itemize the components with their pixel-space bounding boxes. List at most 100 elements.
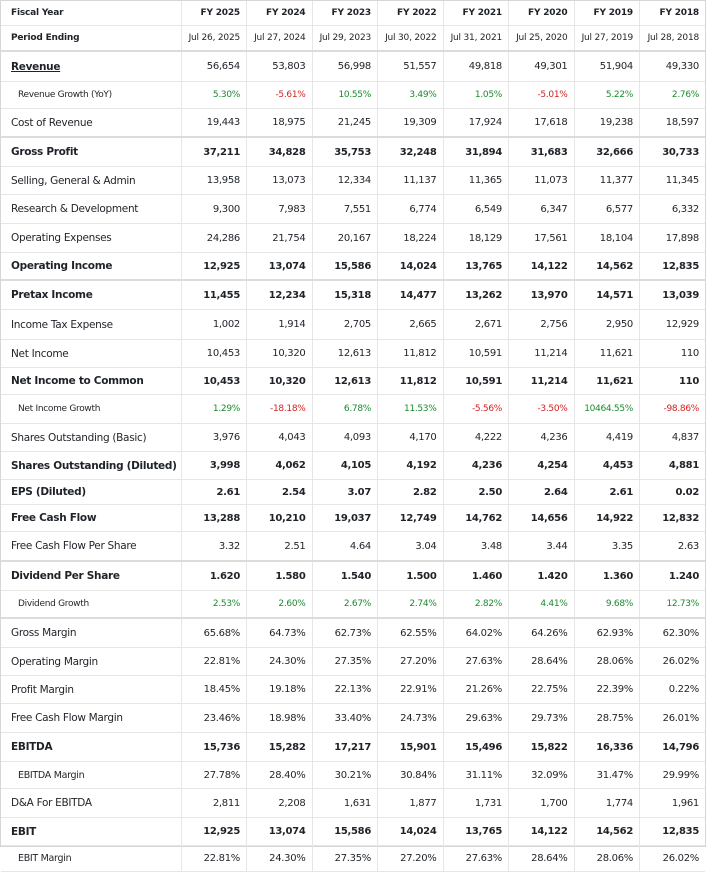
table-cell: 4,093 — [311, 423, 378, 452]
column-header[interactable]: FY 2022 — [377, 1, 443, 26]
table-cell: 1,731 — [442, 788, 509, 818]
row-label[interactable]: Revenue — [1, 51, 181, 82]
row-label: Profit Margin — [1, 675, 181, 704]
row-label: EBITDA — [1, 732, 181, 762]
table-cell: 4,881 — [639, 451, 705, 480]
table-cell: 51,557 — [377, 51, 443, 82]
table-cell: 1.05% — [442, 81, 509, 109]
table-cell: 11,621 — [573, 339, 640, 368]
table-cell: 2,756 — [508, 309, 574, 340]
table-row: Net Income to Common 10,453 10,320 12,613 11… — [1, 367, 705, 395]
table-cell: 27.63% — [442, 845, 509, 872]
column-header[interactable]: FY 2018 — [639, 1, 705, 26]
row-label: Free Cash Flow Per Share — [1, 531, 181, 562]
table-cell: 3,998 — [180, 451, 247, 480]
table-cell: 19,238 — [573, 108, 640, 138]
table-cell: 17,898 — [639, 223, 705, 253]
column-header[interactable]: FY 2020 — [508, 1, 574, 26]
table-cell: 2.74% — [377, 590, 443, 619]
table-cell: 1.540 — [311, 561, 378, 591]
table-row: EBITDA Margin 27.78% 28.40% 30.21% 30.84% 31.… — [1, 761, 705, 789]
row-label: Operating Expenses — [1, 223, 181, 253]
table-cell: 4,236 — [508, 423, 574, 452]
row-label: Revenue Growth (YoY) — [1, 81, 181, 109]
table-cell: 12,334 — [311, 166, 378, 195]
table-cell: 12,835 — [639, 252, 705, 281]
table-cell: 30,733 — [639, 137, 705, 167]
table-cell: -18.18% — [246, 394, 312, 424]
table-cell: 10,591 — [442, 367, 509, 395]
table-row: Revenue 56,654 53,803 56,998 51,557 49,818 49,… — [1, 51, 705, 82]
column-header[interactable]: FY 2019 — [573, 1, 640, 26]
table-cell: 18,975 — [246, 108, 312, 138]
column-header[interactable]: FY 2023 — [311, 1, 378, 26]
table-cell: 2.60% — [246, 590, 312, 619]
table-cell: -5.56% — [442, 394, 509, 424]
table-cell: 13,765 — [442, 817, 509, 846]
table-cell: 37,211 — [180, 137, 247, 167]
table-cell: 29.63% — [442, 703, 509, 733]
table-cell: 18.98% — [246, 703, 312, 733]
table-cell: 24,286 — [180, 223, 247, 253]
table-cell: 14,922 — [573, 504, 640, 532]
period-ending-date: Jul 29, 2023 — [311, 25, 378, 52]
row-label: EBIT Margin — [1, 845, 181, 872]
table-cell: 15,736 — [180, 732, 247, 762]
table-cell: 27.78% — [180, 761, 247, 789]
column-header[interactable]: FY 2021 — [442, 1, 509, 26]
table-cell: 28.64% — [508, 647, 574, 676]
row-label: D&A For EBITDA — [1, 788, 181, 818]
table-cell: 1,002 — [180, 309, 247, 340]
table-cell: 2.76% — [639, 81, 705, 109]
table-cell: 33.40% — [311, 703, 378, 733]
table-cell: 18,224 — [377, 223, 443, 253]
table-cell: 11,377 — [573, 166, 640, 195]
table-cell: 14,571 — [573, 280, 640, 310]
table-cell: 2.61 — [573, 479, 640, 505]
column-header[interactable]: FY 2025 — [180, 1, 247, 26]
table-row: D&A For EBITDA 2,811 2,208 1,631 1,877 1,731 1… — [1, 788, 705, 818]
table-cell: 4,192 — [377, 451, 443, 480]
column-header[interactable]: FY 2024 — [246, 1, 312, 26]
table-row: Revenue Growth (YoY) 5.30% -5.61% 10.55% 3.4… — [1, 81, 705, 109]
table-cell: 1.500 — [377, 561, 443, 591]
table-row: Operating Income 12,925 13,074 15,586 14,024… — [1, 252, 705, 281]
table-row: Profit Margin 18.45% 19.18% 22.13% 22.91% 21.… — [1, 675, 705, 704]
table-cell: 11,365 — [442, 166, 509, 195]
table-cell: 22.75% — [508, 675, 574, 704]
table-cell: 4,453 — [573, 451, 640, 480]
table-cell: 6,774 — [377, 194, 443, 224]
table-cell: 28.06% — [573, 845, 640, 872]
table-cell: 2,665 — [377, 309, 443, 340]
table-row: Gross Profit 37,211 34,828 35,753 32,248 31,8… — [1, 137, 705, 167]
table-row: Free Cash Flow Per Share 3.32 2.51 4.64 3.04… — [1, 531, 705, 562]
table-cell: 3.48 — [442, 531, 509, 562]
table-row: Free Cash Flow Margin 23.46% 18.98% 33.40% 2… — [1, 703, 705, 733]
table-row: EPS (Diluted) 2.61 2.54 3.07 2.82 2.50 2.64 2.6… — [1, 479, 705, 505]
table-cell: 32,666 — [573, 137, 640, 167]
table-cell: 30.21% — [311, 761, 378, 789]
table-cell: 13,074 — [246, 252, 312, 281]
table-cell: 16,336 — [573, 732, 640, 762]
table-cell: 12,835 — [639, 817, 705, 846]
table-row: EBITDA 15,736 15,282 17,217 15,901 15,496 15,8… — [1, 732, 705, 762]
table-cell: 21.26% — [442, 675, 509, 704]
table-cell: 62.55% — [377, 618, 443, 648]
table-row: Shares Outstanding (Basic) 3,976 4,043 4,09… — [1, 423, 705, 452]
table-cell: -5.61% — [246, 81, 312, 109]
table-cell: 31.11% — [442, 761, 509, 789]
table-cell: 53,803 — [246, 51, 312, 82]
table-cell: 2,208 — [246, 788, 312, 818]
row-label: Income Tax Expense — [1, 309, 181, 340]
table-cell: 35,753 — [311, 137, 378, 167]
table-cell: 27.20% — [377, 647, 443, 676]
row-label: Free Cash Flow Margin — [1, 703, 181, 733]
table-cell: 4,254 — [508, 451, 574, 480]
table-row: Dividend Per Share 1.620 1.580 1.540 1.500 1.… — [1, 561, 705, 591]
table-cell: 17,217 — [311, 732, 378, 762]
table-cell: 3.35 — [573, 531, 640, 562]
table-cell: 11,214 — [508, 339, 574, 368]
table-cell: 15,586 — [311, 817, 378, 846]
table-cell: 5.30% — [180, 81, 247, 109]
